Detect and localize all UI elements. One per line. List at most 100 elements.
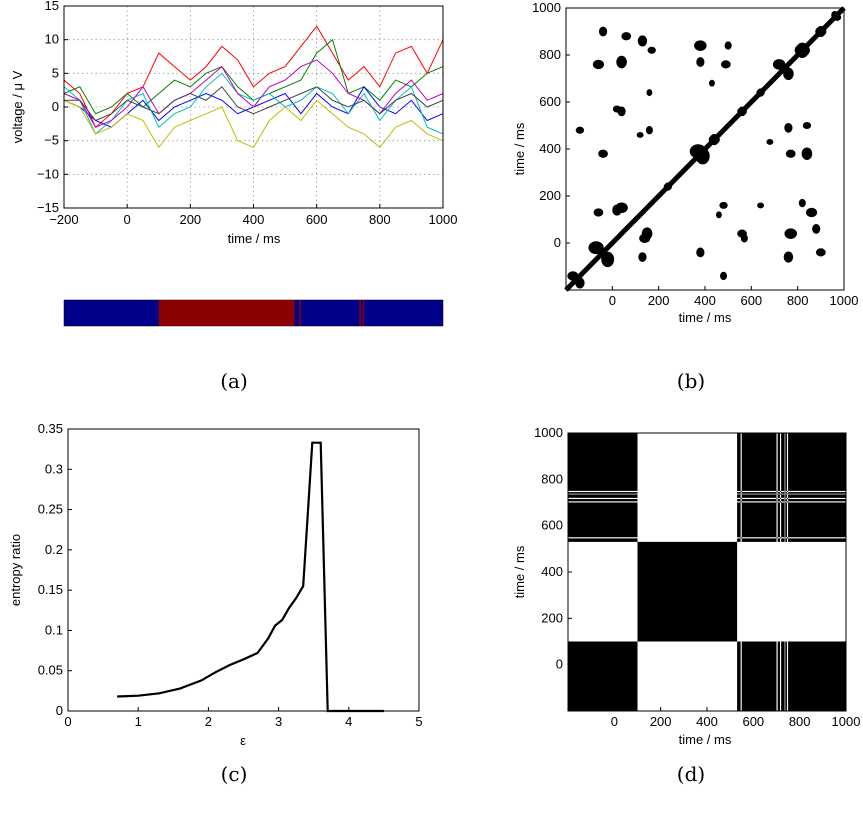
recurrence-blob xyxy=(575,126,585,134)
caption-a: (a) xyxy=(220,369,248,393)
recurrence-block xyxy=(779,497,782,500)
caption-c: (c) xyxy=(221,762,248,786)
x-tick-label-c: 2 xyxy=(205,714,212,729)
recurrence-blob xyxy=(766,139,774,145)
recurrence-blob xyxy=(783,67,794,81)
recurrence-blob xyxy=(593,208,604,217)
recurrence-block xyxy=(737,499,741,502)
y-tick-label-a: 0 xyxy=(52,99,59,114)
recurrence-block xyxy=(781,538,785,542)
recurrence-block xyxy=(784,497,786,500)
recurrence-blob xyxy=(757,202,765,209)
recurrence-blob xyxy=(784,122,793,133)
y-tick-label-b: 400 xyxy=(539,141,561,156)
y-tick-label-b: 800 xyxy=(539,47,561,62)
y-tick-label-d: 1000 xyxy=(534,425,563,440)
xlabel-a: time / ms xyxy=(228,231,281,246)
recurrence-blob xyxy=(637,35,648,47)
x-tick-label-b: 800 xyxy=(787,293,809,308)
caption-d: (d) xyxy=(677,762,705,786)
recurrence-block xyxy=(737,502,741,538)
recurrence-block xyxy=(568,641,638,711)
y-tick-label-d: 0 xyxy=(556,657,563,672)
panel-c: 0 1 2 3 4 5 0 0.05 0.1 0.15 0.2 0.25 0.3 0.35 ε entro… xyxy=(8,421,423,786)
recurrence-blob xyxy=(617,106,626,117)
recurrence-block xyxy=(785,433,787,491)
recurrence-blob xyxy=(784,228,797,239)
recurrence-block xyxy=(777,494,780,498)
recurrence-blob xyxy=(720,271,728,281)
ticks-b: 0 200 400 600 800 1000 0 200 400 600 800 1000 xyxy=(532,0,858,308)
recurrence-block xyxy=(786,497,789,500)
recurrence-block xyxy=(740,493,742,495)
ylabel-a: voltage / μ V xyxy=(10,70,25,143)
recurrence-block xyxy=(781,499,785,502)
recurrence-blob xyxy=(802,121,812,130)
recurrence-blob xyxy=(598,149,608,158)
recurrence-block xyxy=(779,490,782,493)
recurrence-block xyxy=(568,538,638,542)
x-tick-label-c: 5 xyxy=(415,714,422,729)
x-tick-label-d: 600 xyxy=(742,714,764,729)
recurrence-block xyxy=(741,641,777,711)
recurrence-block xyxy=(777,492,780,494)
y-tick-label-d: 200 xyxy=(541,610,563,625)
ylabel-d: time / ms xyxy=(512,545,527,598)
recurrence-blob xyxy=(772,59,786,70)
recurrence-blob xyxy=(737,106,747,117)
recurrence-blob xyxy=(695,147,710,165)
symbolic-recurrence-plot xyxy=(568,433,846,711)
recurrence-blob xyxy=(647,46,656,54)
x-tick-label-d: 400 xyxy=(696,714,718,729)
recurrence-blob xyxy=(696,247,705,258)
y-tick-label-a: 15 xyxy=(45,0,59,13)
y-tick-label-a: −15 xyxy=(37,200,59,215)
recurrence-block xyxy=(785,538,787,542)
y-tick-label-d: 600 xyxy=(541,518,563,533)
recurrence-block xyxy=(785,492,787,494)
recurrence-block xyxy=(776,501,778,503)
recurrence-block xyxy=(776,537,778,539)
x-tick-label-d: 200 xyxy=(650,714,672,729)
recurrence-block xyxy=(737,433,741,491)
y-tick-label-c: 0.25 xyxy=(38,502,63,517)
recurrence-blob xyxy=(592,59,604,70)
recurrence-block xyxy=(777,538,780,542)
recurrence-block xyxy=(741,499,777,502)
x-tick-label-c: 3 xyxy=(275,714,282,729)
y-tick-label-c: 0.2 xyxy=(45,542,63,557)
recurrence-blob xyxy=(588,241,604,255)
recurrence-block xyxy=(740,497,742,500)
recurrence-block xyxy=(785,502,787,538)
recurrence-block xyxy=(781,433,785,491)
recurrence-block xyxy=(741,433,777,491)
y-tick-label-b: 1000 xyxy=(532,0,561,15)
xlabel-d: time / ms xyxy=(679,732,732,747)
recurrence-block xyxy=(740,537,742,539)
recurrence-block xyxy=(637,541,738,642)
panel-a: −200 0 200 400 600 800 1000 −15 −10 −5 0 5 10 15 time… xyxy=(10,0,457,393)
recurrence-blob xyxy=(798,198,806,208)
recurrence-block xyxy=(776,497,778,500)
recurrence-block xyxy=(779,493,782,495)
state-bar-segment xyxy=(362,300,365,326)
y-tick-label-c: 0.15 xyxy=(38,582,63,597)
recurrence-block xyxy=(777,641,780,711)
x-tick-label-a: 600 xyxy=(306,212,328,227)
recurrence-block xyxy=(776,490,778,493)
recurrence-blob xyxy=(724,41,732,50)
recurrence-block xyxy=(785,494,787,498)
y-tick-label-c: 0 xyxy=(56,703,63,718)
recurrence-blob xyxy=(815,248,826,257)
y-tick-label-c: 0.05 xyxy=(38,663,63,678)
x-tick-label-c: 1 xyxy=(135,714,142,729)
x-tick-label-a: 1000 xyxy=(429,212,458,227)
recurrence-blob xyxy=(831,10,839,20)
recurrence-block xyxy=(777,502,780,538)
entropy-ratio-line xyxy=(117,441,384,713)
x-tick-label-b: 600 xyxy=(740,293,762,308)
ticks-d: 0 200 400 600 800 1000 0 200 400 600 800 1000 xyxy=(534,425,860,729)
recurrence-blob xyxy=(664,182,672,191)
y-tick-label-a: −10 xyxy=(37,166,59,181)
